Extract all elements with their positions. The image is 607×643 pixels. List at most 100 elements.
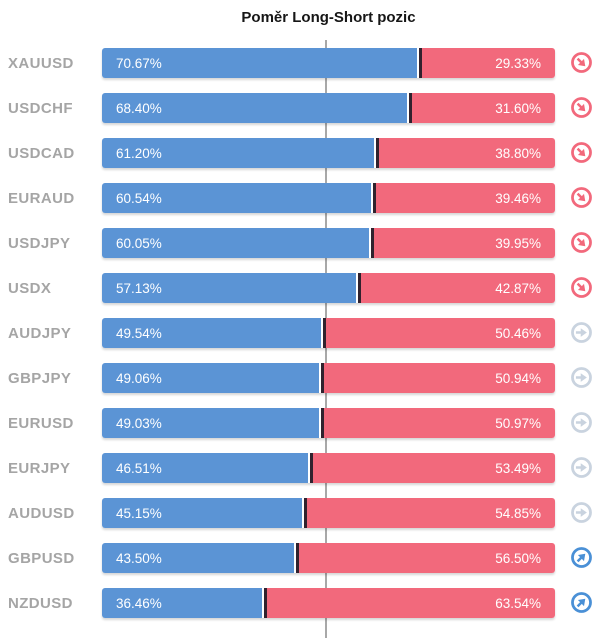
short-percent-label: 53.49% (495, 460, 541, 476)
long-segment: 60.05% (102, 228, 370, 258)
short-segment: 39.95% (374, 228, 555, 258)
long-percent-label: 60.05% (116, 235, 162, 251)
segment-gap (374, 138, 377, 168)
trend-neutral-icon (570, 321, 593, 344)
trend-neutral-icon (570, 501, 593, 524)
pair-row: XAUUSD 70.67% 29.33% (0, 48, 607, 78)
short-percent-label: 50.97% (495, 415, 541, 431)
short-percent-label: 50.94% (495, 370, 541, 386)
short-segment: 53.49% (312, 453, 555, 483)
trend-down-icon (570, 186, 593, 209)
long-percent-label: 57.13% (116, 280, 162, 296)
chart-title: Poměr Long-Short pozic (241, 9, 416, 26)
ratio-bar: 61.20% 38.80% (102, 138, 555, 168)
segment-divider (303, 498, 307, 528)
short-percent-label: 39.46% (495, 190, 541, 206)
short-percent-label: 39.95% (495, 235, 541, 251)
trend-neutral-icon (570, 411, 593, 434)
segment-gap (369, 228, 372, 258)
long-segment: 70.67% (102, 48, 418, 78)
segment-divider (357, 273, 361, 303)
ratio-bar: 46.51% 53.49% (102, 453, 555, 483)
long-percent-label: 49.06% (116, 370, 162, 386)
long-percent-label: 45.15% (116, 505, 162, 521)
ratio-bar: 68.40% 31.60% (102, 93, 555, 123)
segment-gap (371, 183, 374, 213)
long-percent-label: 46.51% (116, 460, 162, 476)
segment-divider (321, 363, 325, 393)
segment-gap (294, 543, 297, 573)
short-segment: 42.87% (360, 273, 555, 303)
long-percent-label: 49.54% (116, 325, 162, 341)
long-percent-label: 68.40% (116, 100, 162, 116)
short-segment: 29.33% (422, 48, 555, 78)
long-segment: 60.54% (102, 183, 372, 213)
trend-neutral-icon (570, 456, 593, 479)
segment-divider (264, 588, 268, 618)
pair-row: EURJPY 46.51% 53.49% (0, 453, 607, 483)
trend-down-icon (570, 276, 593, 299)
ratio-bar: 45.15% 54.85% (102, 498, 555, 528)
ratio-bar: 49.06% 50.94% (102, 363, 555, 393)
pair-label: AUDJPY (8, 324, 72, 342)
short-segment: 50.97% (324, 408, 555, 438)
segment-divider (408, 93, 412, 123)
short-percent-label: 63.54% (495, 595, 541, 611)
segment-gap (417, 48, 420, 78)
short-percent-label: 31.60% (495, 100, 541, 116)
segment-divider (323, 318, 327, 348)
segment-divider (309, 453, 313, 483)
ratio-bar: 57.13% 42.87% (102, 273, 555, 303)
long-segment: 57.13% (102, 273, 356, 303)
segment-divider (376, 138, 380, 168)
segment-gap (307, 453, 310, 483)
trend-down-icon (570, 231, 593, 254)
pair-row: USDCAD 61.20% 38.80% (0, 138, 607, 168)
pair-label: USDCAD (8, 144, 75, 162)
pair-label: USDCHF (8, 99, 73, 117)
pair-row: EURAUD 60.54% 39.46% (0, 183, 607, 213)
segment-divider (373, 183, 377, 213)
pair-row: NZDUSD 36.46% 63.54% (0, 588, 607, 618)
segment-gap (406, 93, 409, 123)
pair-label: USDJPY (8, 234, 71, 252)
pair-label: USDX (8, 279, 52, 297)
pair-row: GBPUSD 43.50% 56.50% (0, 543, 607, 573)
trend-down-icon (570, 141, 593, 164)
ratio-bar: 49.03% 50.97% (102, 408, 555, 438)
segment-gap (355, 273, 358, 303)
pair-row: GBPJPY 49.06% 50.94% (0, 363, 607, 393)
trend-down-icon (570, 96, 593, 119)
ratio-bar: 60.05% 39.95% (102, 228, 555, 258)
long-segment: 61.20% (102, 138, 375, 168)
long-segment: 36.46% (102, 588, 263, 618)
trend-neutral-icon (570, 366, 593, 389)
short-percent-label: 29.33% (495, 55, 541, 71)
short-percent-label: 42.87% (495, 280, 541, 296)
segment-gap (262, 588, 265, 618)
ratio-bar: 49.54% 50.46% (102, 318, 555, 348)
short-segment: 50.46% (326, 318, 555, 348)
long-segment: 68.40% (102, 93, 407, 123)
pair-row: USDCHF 68.40% 31.60% (0, 93, 607, 123)
short-segment: 63.54% (267, 588, 555, 618)
long-segment: 46.51% (102, 453, 308, 483)
long-percent-label: 61.20% (116, 145, 162, 161)
pair-row: AUDUSD 45.15% 54.85% (0, 498, 607, 528)
long-percent-label: 70.67% (116, 55, 162, 71)
pair-label: GBPUSD (8, 549, 75, 567)
trend-up-icon (570, 546, 593, 569)
segment-gap (301, 498, 304, 528)
segment-gap (321, 318, 324, 348)
short-segment: 31.60% (411, 93, 555, 123)
pair-row: EURUSD 49.03% 50.97% (0, 408, 607, 438)
segment-divider (371, 228, 375, 258)
pair-label: XAUUSD (8, 54, 74, 72)
ratio-bar: 70.67% 29.33% (102, 48, 555, 78)
ratio-bar: 43.50% 56.50% (102, 543, 555, 573)
long-percent-label: 43.50% (116, 550, 162, 566)
long-segment: 43.50% (102, 543, 295, 573)
pair-label: EURJPY (8, 459, 71, 477)
pair-row: USDJPY 60.05% 39.95% (0, 228, 607, 258)
